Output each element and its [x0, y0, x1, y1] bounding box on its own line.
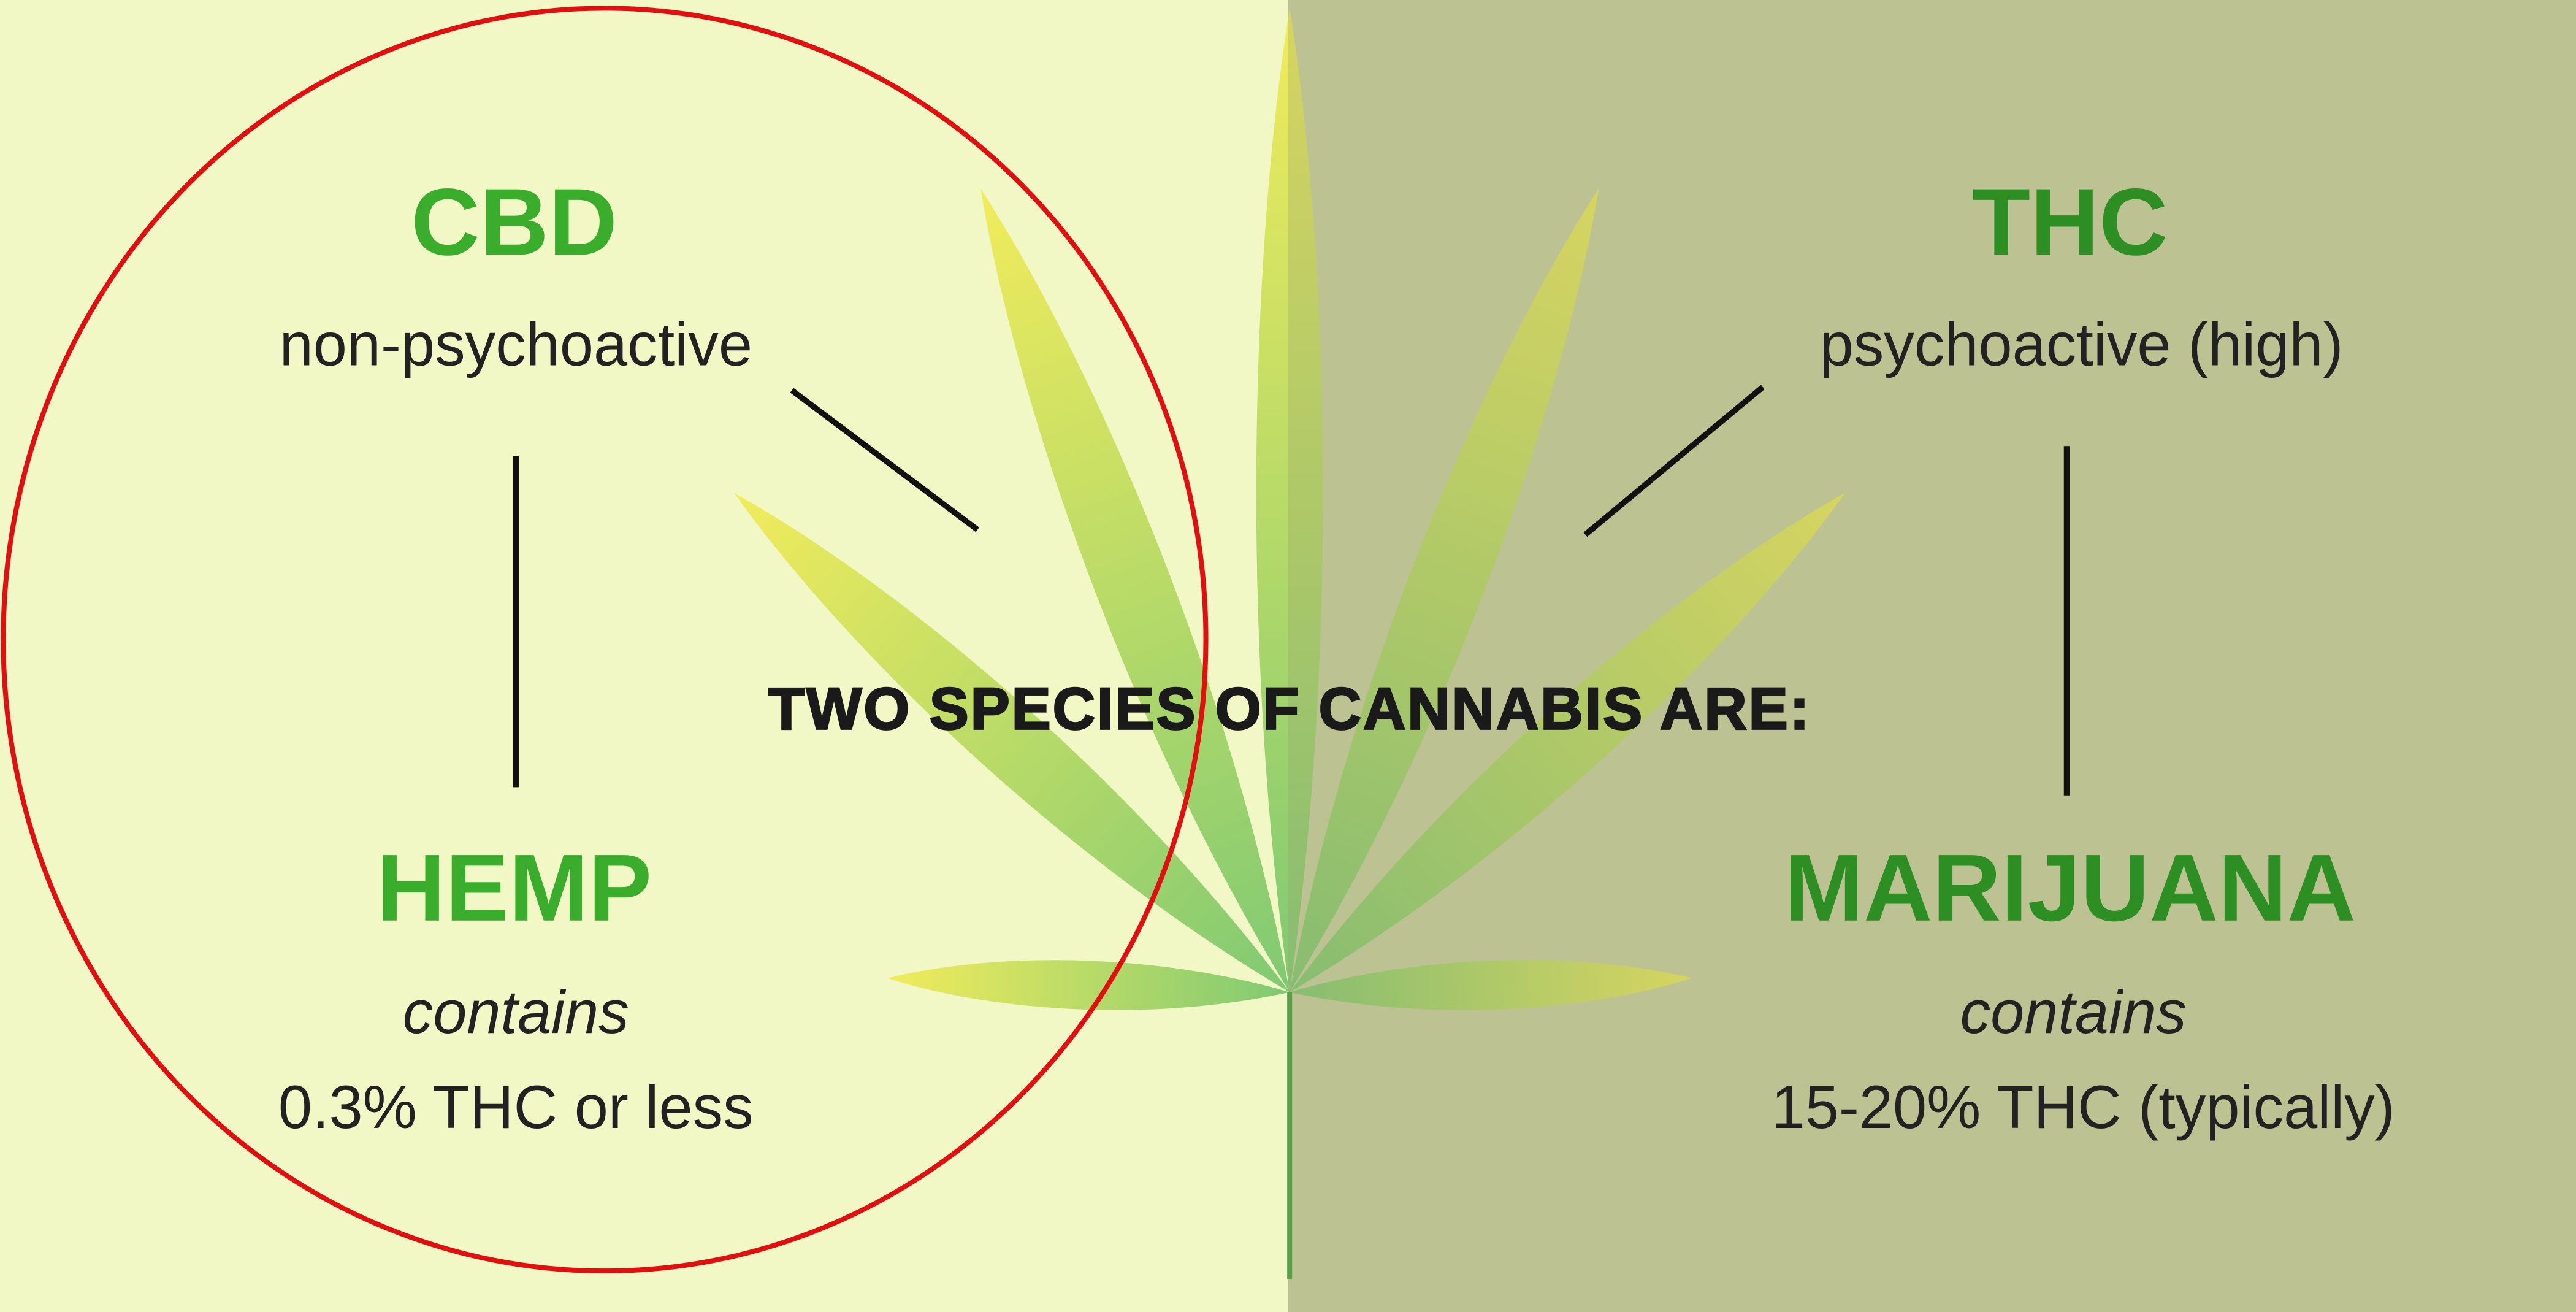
- leaflet: [1256, 8, 1323, 992]
- leaflet: [1290, 960, 1692, 1010]
- amount: 15-20% THC (typically): [1771, 1073, 2395, 1141]
- compound: CBD: [411, 168, 617, 275]
- leaflet: [887, 960, 1290, 1010]
- contains: contains: [403, 978, 629, 1046]
- contains: contains: [1960, 978, 2187, 1046]
- effect: non-psychoactive: [280, 310, 752, 378]
- connector: [1583, 385, 1765, 537]
- amount: 0.3% THC or less: [278, 1073, 754, 1141]
- species: MARIJUANA: [1784, 834, 2356, 941]
- right-background: [1288, 0, 2576, 1312]
- highlight-circle: [1, 6, 1209, 1274]
- title: TWO SPECIES OF CANNABIS ARE:: [768, 677, 1811, 742]
- leaflet: [1290, 493, 1846, 992]
- cannabis-leaf: [734, 8, 1846, 1010]
- leaflet: [1290, 188, 1599, 992]
- effect: psychoactive (high): [1820, 310, 2344, 378]
- left-background: [0, 0, 1288, 1312]
- leaflet: [734, 493, 1290, 992]
- right-shade: [1288, 0, 2576, 1312]
- connector: [790, 388, 979, 532]
- species: HEMP: [376, 834, 652, 941]
- compound: THC: [1972, 168, 2168, 275]
- leaflet: [980, 188, 1290, 992]
